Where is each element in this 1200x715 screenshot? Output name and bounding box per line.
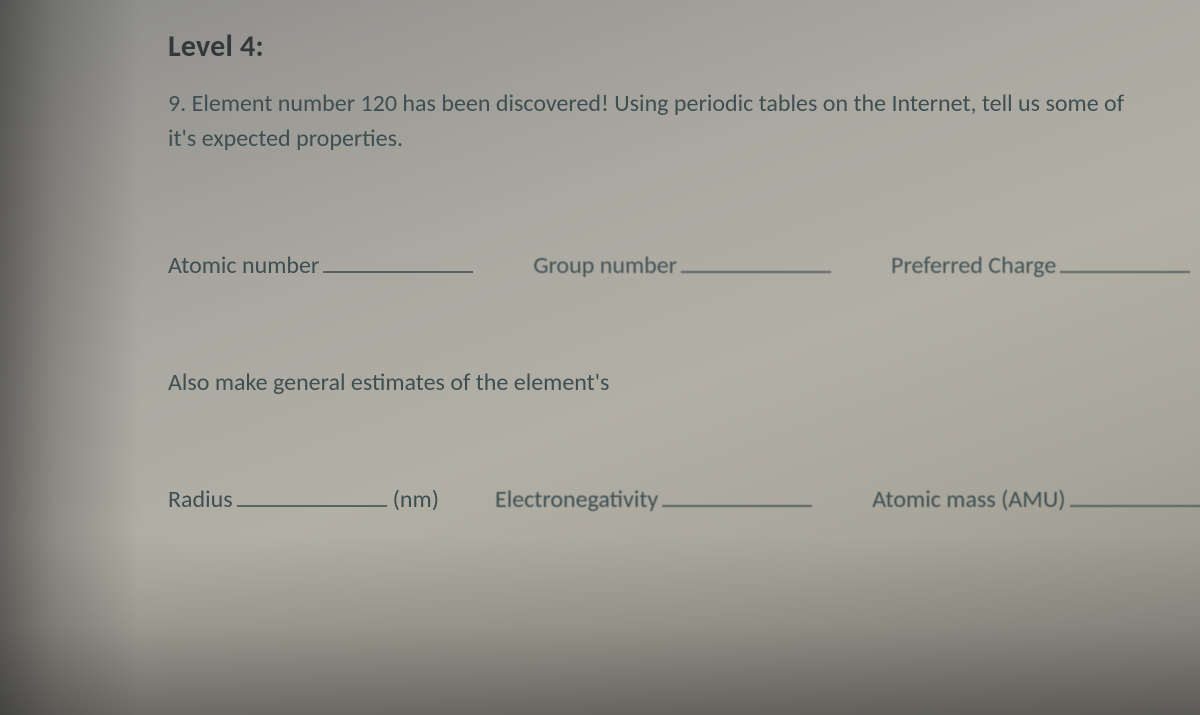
properties-row-1: Atomic number Group number Preferred Cha… — [168, 247, 1140, 280]
blank-preferred-charge[interactable] — [1060, 247, 1190, 273]
question-9-text: 9. Element number 120 has been discovere… — [168, 87, 1140, 157]
blank-atomic-number[interactable] — [323, 247, 473, 273]
label-preferred-charge: Preferred Charge — [891, 251, 1056, 280]
worksheet-page: Level 4: 9. Element number 120 has been … — [0, 0, 1200, 715]
blank-group-number[interactable] — [681, 247, 831, 273]
label-atomic-mass: Atomic mass (AMU) — [872, 485, 1065, 514]
properties-row-2: Radius (nm) Electronegativity Atomic mas… — [168, 481, 1140, 514]
blank-radius[interactable] — [237, 481, 387, 507]
blank-electronegativity[interactable] — [662, 481, 812, 507]
estimates-subprompt: Also make general estimates of the eleme… — [168, 368, 1140, 397]
label-atomic-number: Atomic number — [168, 251, 319, 280]
label-radius: Radius — [168, 485, 233, 514]
label-group-number: Group number — [533, 251, 677, 280]
field-electronegativity: Electronegativity — [495, 481, 816, 514]
field-atomic-mass: Atomic mass (AMU) — [872, 481, 1200, 514]
field-radius: Radius (nm) — [168, 481, 439, 514]
field-group-number: Group number — [533, 247, 835, 280]
level-heading: Level 4: — [168, 28, 1140, 65]
label-electronegativity: Electronegativity — [495, 485, 658, 514]
unit-radius: (nm) — [393, 485, 439, 514]
blank-atomic-mass[interactable] — [1070, 481, 1200, 507]
field-atomic-number: Atomic number — [168, 247, 477, 280]
field-preferred-charge: Preferred Charge — [891, 247, 1194, 280]
